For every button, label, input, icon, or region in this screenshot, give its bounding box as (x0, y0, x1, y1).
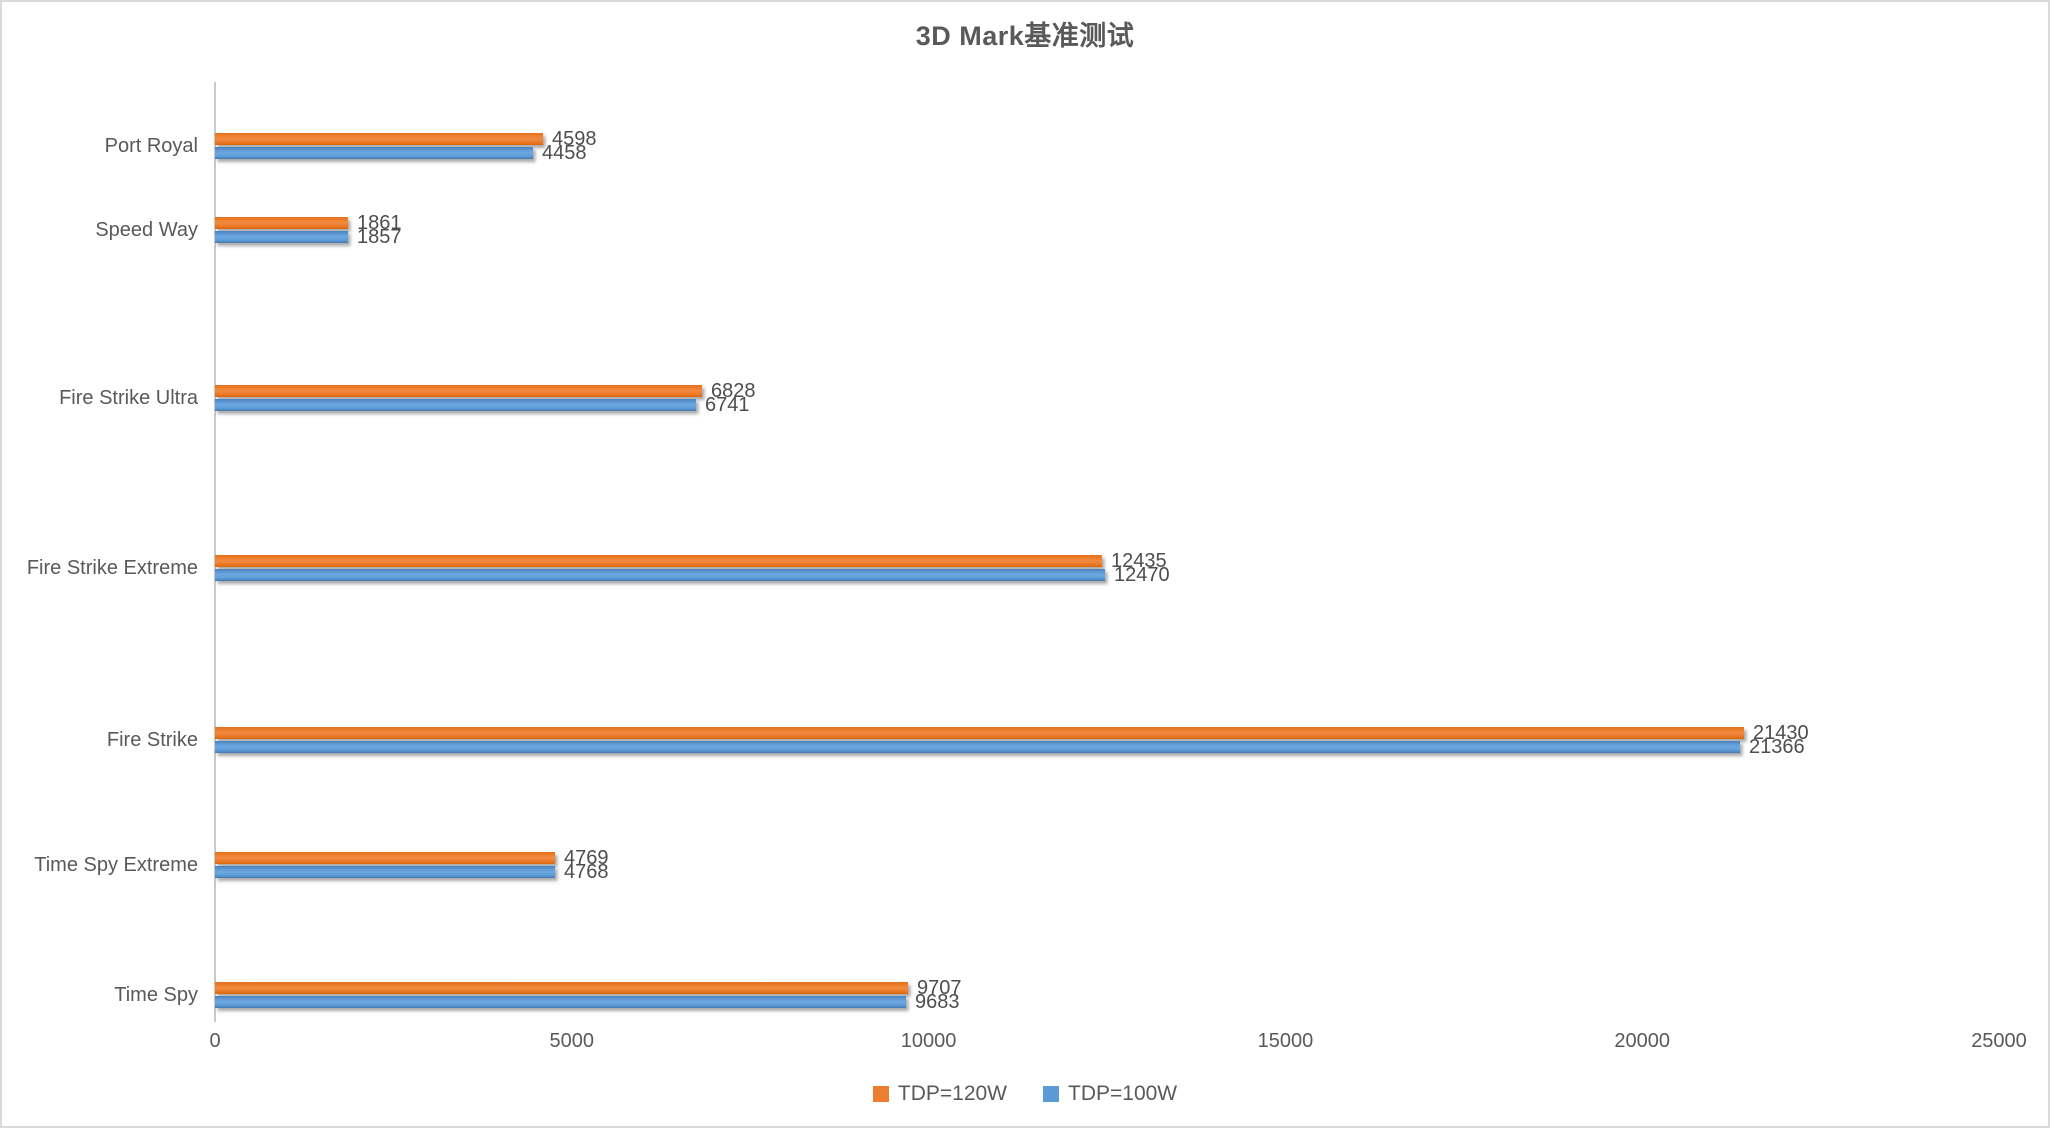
value-label-tdp-100w: 9683 (915, 990, 960, 1013)
category-label: Port Royal (104, 135, 198, 157)
value-label-tdp-100w: 1857 (357, 225, 402, 248)
value-label-tdp-120w: 21430 (1753, 722, 1809, 744)
x-tick-label: 0 (209, 1030, 221, 1052)
legend-swatch-tdp-100w (1043, 1086, 1059, 1102)
chart-title: 3D Mark基准测试 (915, 21, 1135, 51)
category-label: Fire Strike Extreme (26, 557, 198, 579)
bar-tdp-120w (215, 555, 1102, 567)
x-tick-label: 10000 (900, 1030, 957, 1052)
value-label-tdp-100w: 21366 (1749, 736, 1805, 758)
category-label: Time Spy (114, 983, 198, 1006)
x-tick-label: 20000 (1614, 1030, 1670, 1052)
legend-swatch-tdp-120w (872, 1086, 889, 1102)
value-label-tdp-120w: 6828 (711, 380, 756, 402)
value-label-tdp-100w: 12470 (1114, 564, 1170, 586)
category-label: Speed Way (95, 218, 198, 241)
value-label-tdp-100w: 4768 (564, 861, 609, 883)
bar-tdp-120w (215, 385, 702, 397)
legend-label-tdp-120w: TDP=120W (897, 1082, 1007, 1105)
bar-tdp-120w (215, 852, 555, 864)
bar-tdp-100w (215, 147, 533, 159)
value-label-tdp-120w: 4598 (552, 128, 597, 150)
value-label-tdp-120w: 9707 (917, 976, 962, 999)
bar-tdp-100w (215, 741, 1740, 753)
category-label: Fire Strike (106, 729, 198, 751)
legend: TDP=120W TDP=100W (2, 1083, 2048, 1105)
bar-tdp-100w (215, 866, 555, 878)
bar-tdp-100w (215, 569, 1105, 581)
bar-tdp-100w (215, 399, 696, 411)
category-label: Time Spy Extreme (34, 854, 198, 876)
bar-tdp-120w (215, 727, 1744, 739)
bar-tdp-120w (215, 216, 348, 229)
value-label-tdp-120w: 4769 (564, 847, 609, 869)
value-label-tdp-100w: 6741 (705, 394, 750, 416)
value-label-tdp-100w: 4458 (542, 142, 587, 164)
bar-tdp-120w (215, 981, 908, 994)
bar-tdp-120w (215, 133, 543, 145)
x-tick-label: 5000 (549, 1030, 595, 1052)
category-label: Fire Strike Ultra (59, 387, 198, 409)
value-label-tdp-120w: 12435 (1111, 550, 1167, 572)
bar-tdp-100w (215, 995, 906, 1008)
value-label-tdp-120w: 1861 (357, 211, 402, 234)
legend-item-tdp-120w: TDP=120W (872, 1082, 1007, 1105)
x-tick-label: 15000 (1257, 1030, 1314, 1052)
legend-item-tdp-100w: TDP=100W (1043, 1083, 1177, 1105)
x-tick-label: 25000 (1971, 1030, 2027, 1052)
y-axis-line (214, 82, 216, 1022)
bar-tdp-100w (215, 230, 348, 243)
legend-label-tdp-100w: TDP=100W (1068, 1082, 1178, 1105)
